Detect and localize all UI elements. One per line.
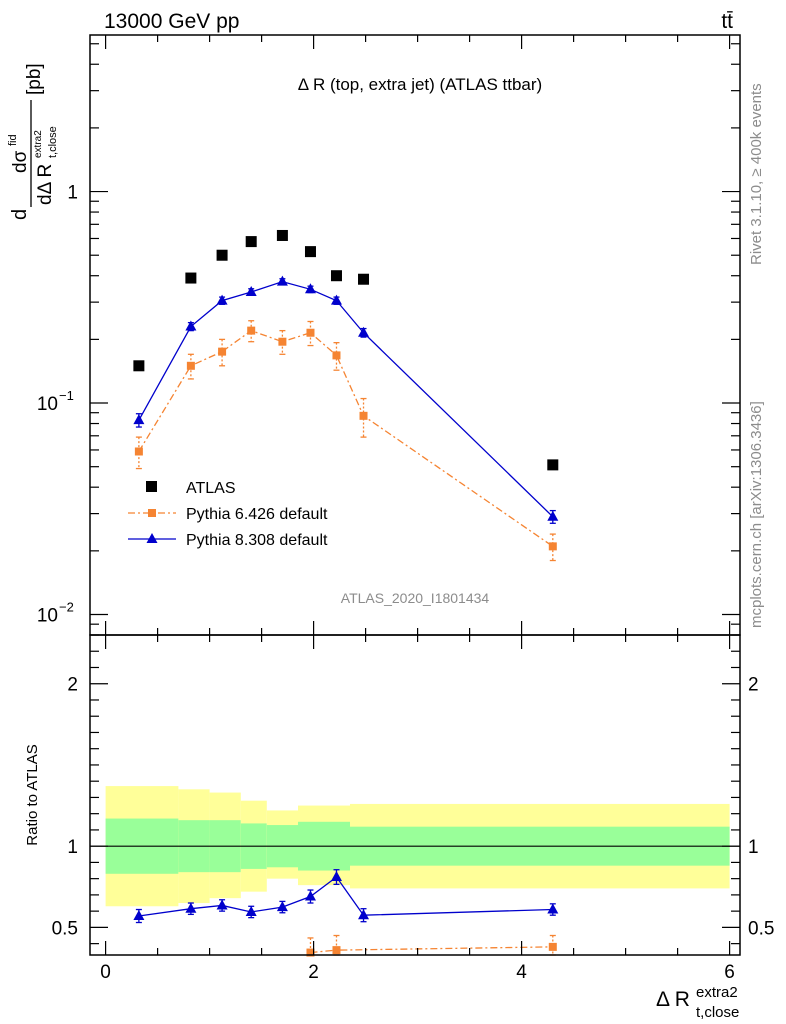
legend-marker-pythia6 [148,509,156,517]
ratio-y-tick-label-right: 1 [748,837,759,858]
legend: ATLAS Pythia 6.426 default Pythia 8.308 … [128,480,328,549]
ylabel-denominator-sup: extra2 [33,130,44,158]
pythia8-main-point [547,510,559,521]
pythia8-main-point [358,326,370,337]
watermark-label: ATLAS_2020_I1801434 [341,590,490,606]
pythia6-main-point [134,447,143,456]
pythia6-main-point [278,337,287,346]
rivet-version-label: Rivet 3.1.10, ≥ 400k events [748,83,765,265]
pythia6-main-point [247,326,256,335]
ylabel-unit: [pb] [24,63,45,95]
atlas-main-point [185,272,197,284]
pythia8-ratio-point [304,890,316,901]
ratio-y-tick-label-right: 2 [748,675,759,696]
pythia8-ratio-point [276,901,288,912]
main-title: Δ R (top, extra jet) (ATLAS ttbar) [298,75,542,94]
pythia8-main-point [133,414,145,425]
xlabel-sub: t,close [696,1004,739,1021]
pythia6-main-point [306,328,315,337]
ratio-y-axis-label: Ratio to ATLAS [24,744,41,845]
atlas-main-point [216,249,228,261]
y-tick-label: 10 [37,394,58,415]
pythia6-main-point [359,411,368,420]
atlas-main-point [304,246,316,258]
ylabel-denominator: dΔ R [35,164,56,205]
pythia8-main-point [304,283,316,294]
legend-label-atlas: ATLAS [186,480,236,497]
pythia6-main-point [218,347,227,356]
x-tick-label: 2 [308,962,319,983]
pythia8-ratio-point [330,871,342,882]
ylabel-denominator-sub: t,close [47,126,59,158]
atlas-main-point [245,236,257,248]
x-tick-label: 0 [100,962,111,983]
pythia6-ratio-point [548,942,557,951]
pythia8-main-point [276,275,288,286]
x-tick-label: 6 [724,962,735,983]
pythia8-main-point [216,294,228,305]
pythia8-ratio-point [185,902,197,913]
source-label: mcplots.cern.ch [arXiv:1306.3436] [748,401,765,628]
atlas-main-point [547,459,559,471]
legend-marker-pythia8 [146,533,158,543]
pythia8-main-point [185,320,197,331]
main-plot-panel: 10 −210 −11 Δ R (top, extra jet) (ATLAS tt… [7,34,741,636]
pythia8-ratio-point [216,899,228,910]
atlas-main-point [358,273,370,285]
ylabel-numerator: dσ [10,150,31,173]
y-tick-exponent: −1 [59,388,74,403]
ratio-y-tick-label-left: 1 [67,837,78,858]
atlas-main-point [330,270,342,282]
pythia8-main-point [245,286,257,297]
ratio-plot-frame [89,634,741,956]
xlabel-sup: extra2 [696,984,738,1001]
ratio-plot-panel: 0.5 0.5 1 1 2 2 0 2 4 6 Ratio to ATLAS Δ R extra2… [24,634,774,1021]
pythia8-ratio-point [133,910,145,921]
ratio-y-tick-label-left: 0.5 [52,918,78,939]
pythia6-ratio-point [306,948,315,957]
atlas-main-point [276,229,288,241]
ylabel-d: d [9,209,31,220]
y-tick-label: 10 [37,606,58,627]
pythia6-main-point [548,542,557,551]
legend-marker-atlas [146,481,157,492]
ratio-y-tick-label-right: 0.5 [748,918,774,939]
y-tick-exponent: −2 [59,600,74,615]
x-tick-label: 4 [516,962,527,983]
ratio-y-tick-label-left: 2 [67,675,78,696]
pythia6-ratio-line [310,946,553,954]
legend-label-pythia6: Pythia 6.426 default [186,506,328,523]
xlabel-main: Δ R [656,988,690,1011]
pythia8-ratio-point [547,903,559,914]
process-label: tt̄ [721,10,733,33]
ylabel-numerator-sup: fid [7,134,19,146]
x-axis-label: Δ R extra2 t,close [656,984,739,1021]
pythia8-ratio-point [358,909,370,920]
pythia8-main-point [330,294,342,305]
pythia6-main-point [186,361,195,370]
energy-label: 13000 GeV pp [104,10,239,33]
main-y-axis-label: d dσ fid dΔ R t,close extra2 [pb] [7,63,59,220]
pythia6-ratio-point [332,946,341,955]
pythia6-main-line [138,329,554,547]
pythia6-main-point [332,351,341,360]
legend-label-pythia8: Pythia 8.308 default [186,532,328,549]
pythia8-ratio-point [245,905,257,916]
atlas-main-point [133,360,145,372]
y-tick-label: 1 [67,183,78,204]
